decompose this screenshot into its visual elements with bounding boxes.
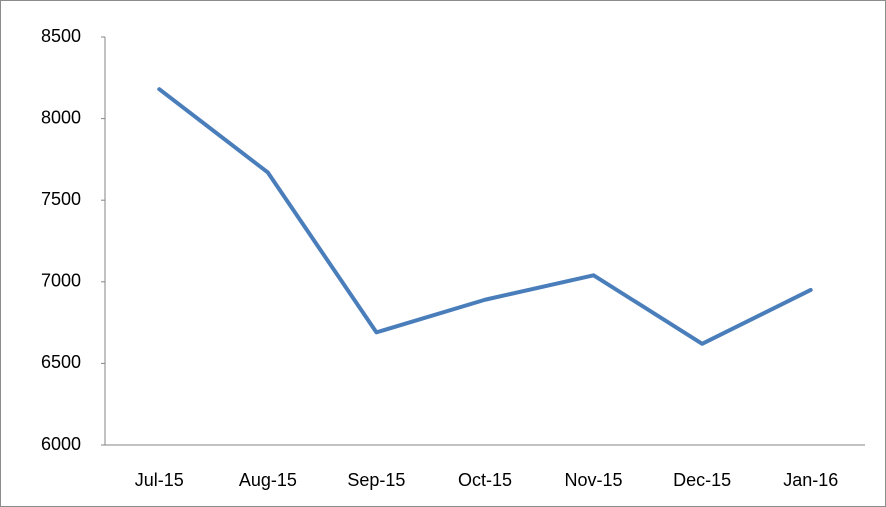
y-tick-label: 8000: [41, 107, 81, 127]
x-tick-label: Dec-15: [673, 470, 731, 490]
x-tick-label: Oct-15: [458, 470, 512, 490]
x-tick-label: Jan-16: [783, 470, 838, 490]
x-tick-label: Jul-15: [135, 470, 184, 490]
y-tick-label: 6500: [41, 352, 81, 372]
y-tick-label: 7000: [41, 271, 81, 291]
x-tick-label: Sep-15: [347, 470, 405, 490]
x-tick-label: Nov-15: [565, 470, 623, 490]
data-line: [157, 87, 813, 346]
x-tick-label: Aug-15: [239, 470, 297, 490]
y-tick-label: 6000: [41, 434, 81, 454]
y-tick-label: 7500: [41, 189, 81, 209]
y-tick-label: 8500: [41, 26, 81, 46]
